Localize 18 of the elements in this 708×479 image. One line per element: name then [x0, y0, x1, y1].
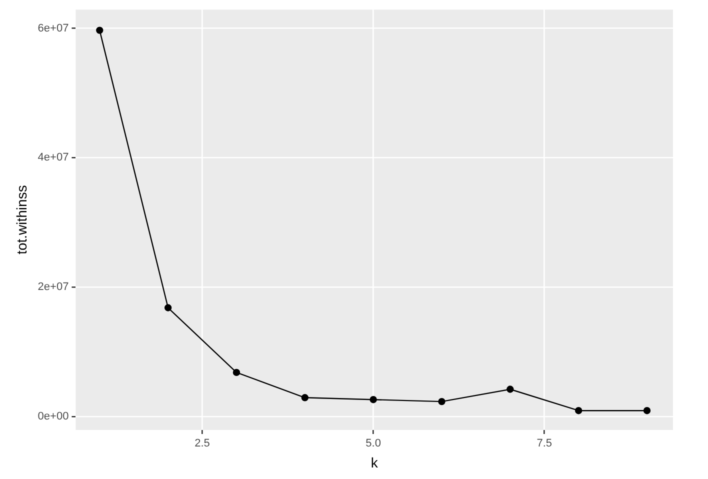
x-tick-label: 5.0 — [366, 438, 381, 450]
y-tick-label: 6e+07 — [38, 22, 69, 34]
point — [370, 396, 377, 404]
x-axis-title: k — [370, 454, 379, 470]
y-axis-title: tot.withinss — [13, 185, 30, 254]
y-tick-label: 0e+00 — [38, 410, 69, 422]
point — [164, 304, 172, 312]
y-tick-label: 2e+07 — [38, 281, 69, 294]
point — [96, 26, 104, 34]
point — [574, 406, 582, 414]
point — [301, 394, 308, 402]
x-tick-label: 2.5 — [194, 438, 210, 450]
point — [506, 386, 514, 393]
point — [438, 398, 446, 406]
point — [232, 368, 240, 376]
x-tick-label: 7.5 — [536, 438, 552, 450]
y-tick-label: 4e+07 — [38, 152, 69, 164]
point — [643, 406, 651, 414]
